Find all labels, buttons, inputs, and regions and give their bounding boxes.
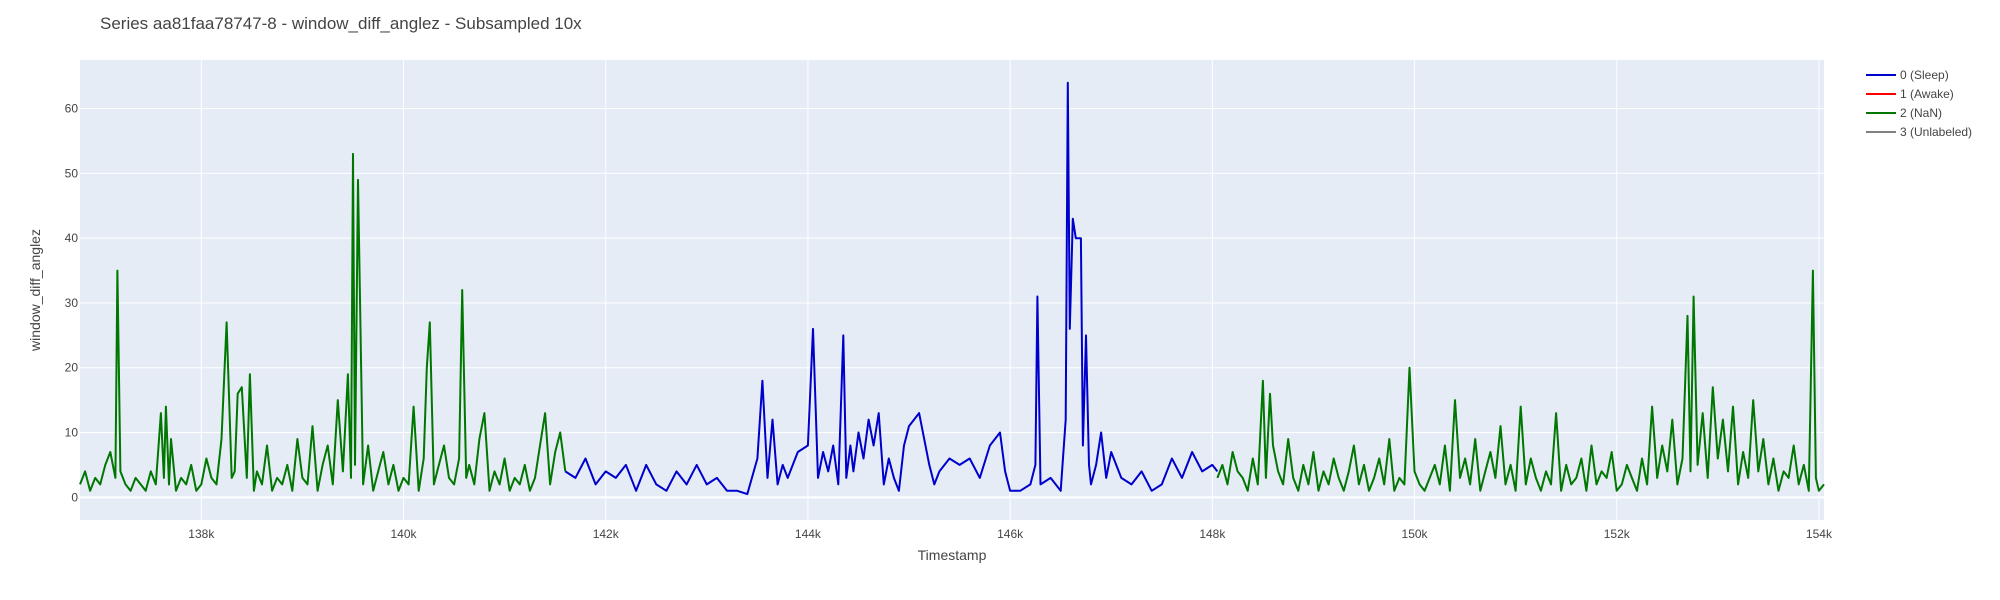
x-tick-label: 148k (1199, 527, 1226, 541)
grid (80, 60, 1824, 520)
x-tick-label: 152k (1604, 527, 1631, 541)
y-tick-label: 10 (65, 426, 79, 440)
legend-label: 0 (Sleep) (1900, 68, 1949, 82)
x-axis-title: Timestamp (918, 547, 987, 563)
x-tick-label: 146k (997, 527, 1024, 541)
legend-item[interactable]: 0 (Sleep) (1866, 68, 1949, 82)
x-tick-label: 140k (391, 527, 418, 541)
legend-item[interactable]: 2 (NaN) (1866, 106, 1942, 120)
x-tick-label: 150k (1402, 527, 1429, 541)
x-axis-ticks: 138k 140k 142k 144k 146k 148k 150k 152k 154k (188, 527, 1833, 541)
y-axis-title: window_diff_anglez (27, 229, 43, 352)
legend-item[interactable]: 1 (Awake) (1866, 87, 1954, 101)
x-tick-label: 154k (1806, 527, 1833, 541)
x-tick-label: 138k (188, 527, 215, 541)
legend-item[interactable]: 3 (Unlabeled) (1866, 125, 1972, 139)
plot-area (80, 60, 1824, 520)
series-lines (79, 81, 1825, 496)
y-tick-label: 0 (71, 490, 78, 504)
y-axis-ticks: 0 10 20 30 40 50 60 (65, 102, 79, 505)
legend-label: 2 (NaN) (1900, 106, 1942, 120)
series-line (1216, 269, 1825, 492)
legend-label: 3 (Unlabeled) (1900, 125, 1972, 139)
y-tick-label: 50 (65, 166, 79, 180)
y-tick-label: 40 (65, 231, 79, 245)
chart-title: Series aa81faa78747-8 - window_diff_angl… (100, 14, 582, 33)
x-tick-label: 144k (795, 527, 822, 541)
y-tick-label: 20 (65, 361, 79, 375)
legend-label: 1 (Awake) (1900, 87, 1954, 101)
y-tick-label: 30 (65, 296, 79, 310)
legend[interactable]: 0 (Sleep) 1 (Awake) 2 (NaN) 3 (Unlabeled) (1866, 68, 1972, 139)
x-tick-label: 142k (593, 527, 620, 541)
y-tick-label: 60 (65, 102, 79, 116)
series-line (564, 81, 1219, 496)
series-line (79, 152, 567, 492)
